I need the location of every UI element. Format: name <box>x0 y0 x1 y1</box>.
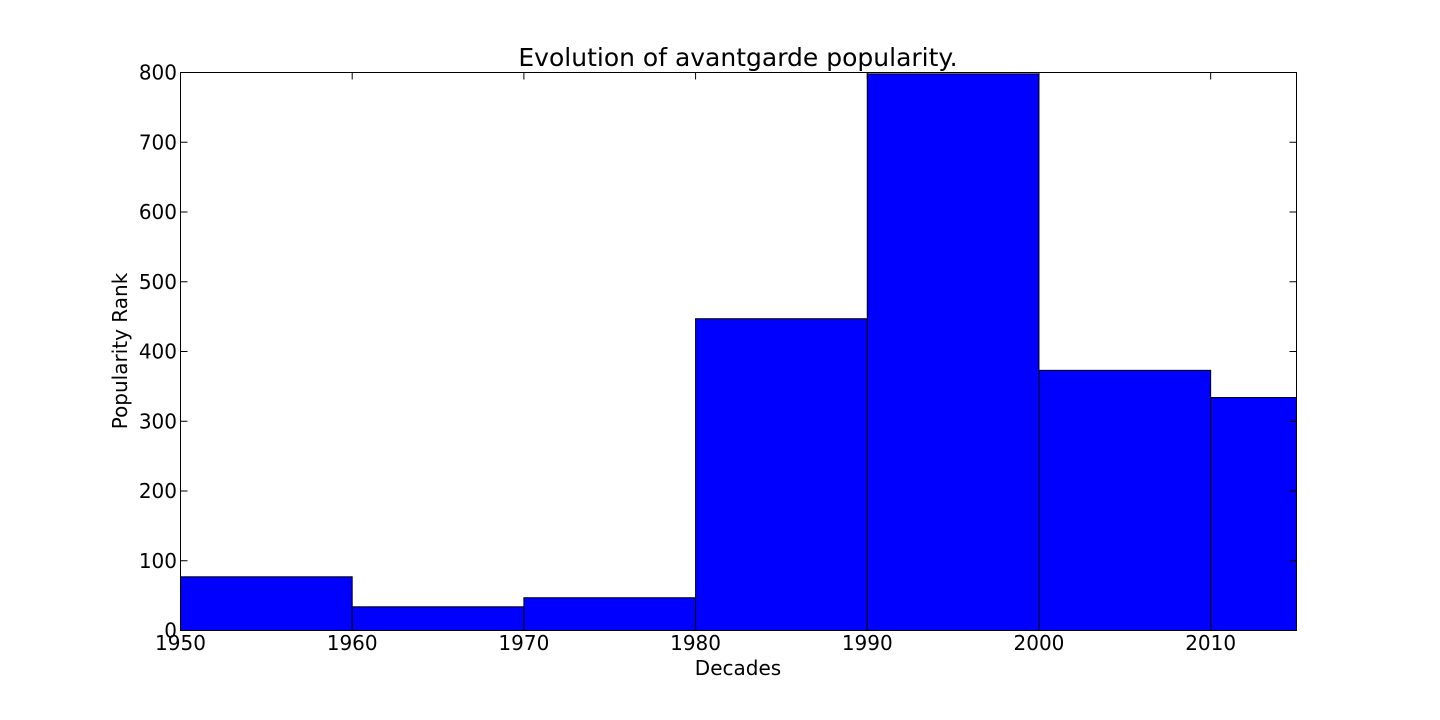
bar-2000 <box>1038 369 1212 631</box>
x-tick-label: 2000 <box>1014 631 1065 655</box>
x-tick-label: 1960 <box>327 631 378 655</box>
bar-2010 <box>1210 397 1297 631</box>
y-tick-label: 300 <box>139 409 177 433</box>
bar-1990 <box>866 73 1040 631</box>
y-tick-label: 400 <box>139 340 177 364</box>
y-tick-label: 800 <box>139 61 177 85</box>
x-tick-label: 2010 <box>1185 631 1236 655</box>
y-axis-label: Popularity Rank <box>108 272 132 429</box>
x-tick-label: 1980 <box>670 631 721 655</box>
bars <box>180 73 1297 632</box>
y-tick-label: 600 <box>139 200 177 224</box>
y-tick-label: 200 <box>139 479 177 503</box>
bar-1980 <box>695 318 868 631</box>
x-tick-label: 1950 <box>155 631 206 655</box>
axis-ticks: 1950 1960 1970 1980 1990 2000 2010 0 100 200 300 40… <box>139 61 1297 655</box>
bar-1960 <box>351 606 525 631</box>
x-tick-label: 1990 <box>842 631 893 655</box>
bar-1970 <box>523 597 697 632</box>
x-tick-label: 1970 <box>498 631 549 655</box>
y-tick-label: 100 <box>139 549 177 573</box>
bar-1950 <box>180 576 353 631</box>
x-axis-label: Decades <box>695 656 781 680</box>
y-tick-label: 0 <box>164 619 177 643</box>
chart-title: Evolution of avantgarde popularity. <box>518 43 957 72</box>
y-tick-label: 500 <box>139 270 177 294</box>
y-tick-label: 700 <box>139 130 177 154</box>
